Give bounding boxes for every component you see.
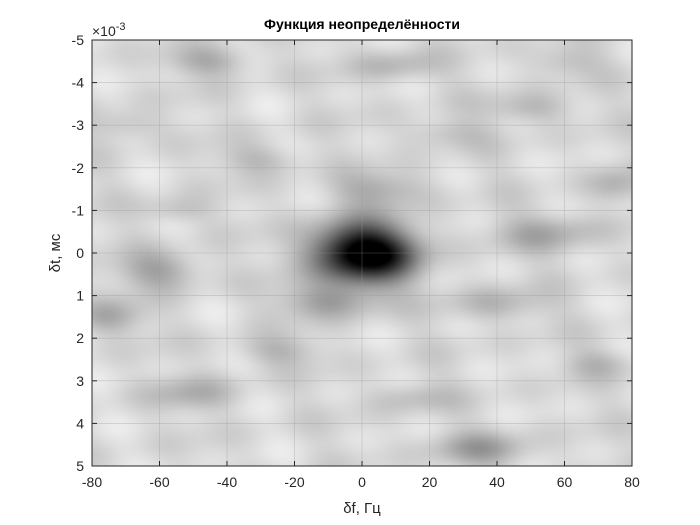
y-tick-label: -4 (72, 75, 85, 91)
y-axis-label: δt, мс (47, 233, 64, 272)
x-tick-label: -60 (149, 474, 169, 490)
y-tick-label: 0 (76, 245, 84, 261)
x-tick-label: 0 (358, 474, 366, 490)
y-tick-label: -5 (72, 32, 85, 48)
y-tick-label: 3 (76, 373, 84, 389)
x-tick-label: 80 (624, 474, 640, 490)
y-tick-label: -1 (72, 202, 85, 218)
y-tick-label: -3 (72, 117, 85, 133)
y-tick-label: 4 (76, 415, 84, 431)
x-axis-label: δf, Гц (343, 500, 381, 517)
y-multiplier-base: ×10 (92, 23, 116, 39)
y-tick-label: -2 (72, 160, 85, 176)
x-tick-label: 40 (489, 474, 505, 490)
x-tick-label: -80 (82, 474, 102, 490)
grid-lines (92, 40, 632, 466)
x-tick-label: -40 (217, 474, 237, 490)
chart-title: Функция неопределённости (264, 16, 460, 32)
x-tick-label: 60 (557, 474, 573, 490)
x-axis: -80 -60 -40 -20 0 20 40 60 80 (82, 40, 640, 490)
y-tick-label: 2 (76, 330, 84, 346)
y-tick-label: 5 (76, 458, 84, 474)
x-tick-label: 20 (422, 474, 438, 490)
y-axis-multiplier: ×10-3 (92, 21, 126, 39)
y-multiplier-exponent: -3 (116, 21, 126, 33)
x-tick-label: -20 (284, 474, 304, 490)
y-axis: -5 -4 -3 -2 -1 0 1 2 3 4 5 (72, 32, 632, 474)
y-tick-label: 1 (76, 288, 84, 304)
